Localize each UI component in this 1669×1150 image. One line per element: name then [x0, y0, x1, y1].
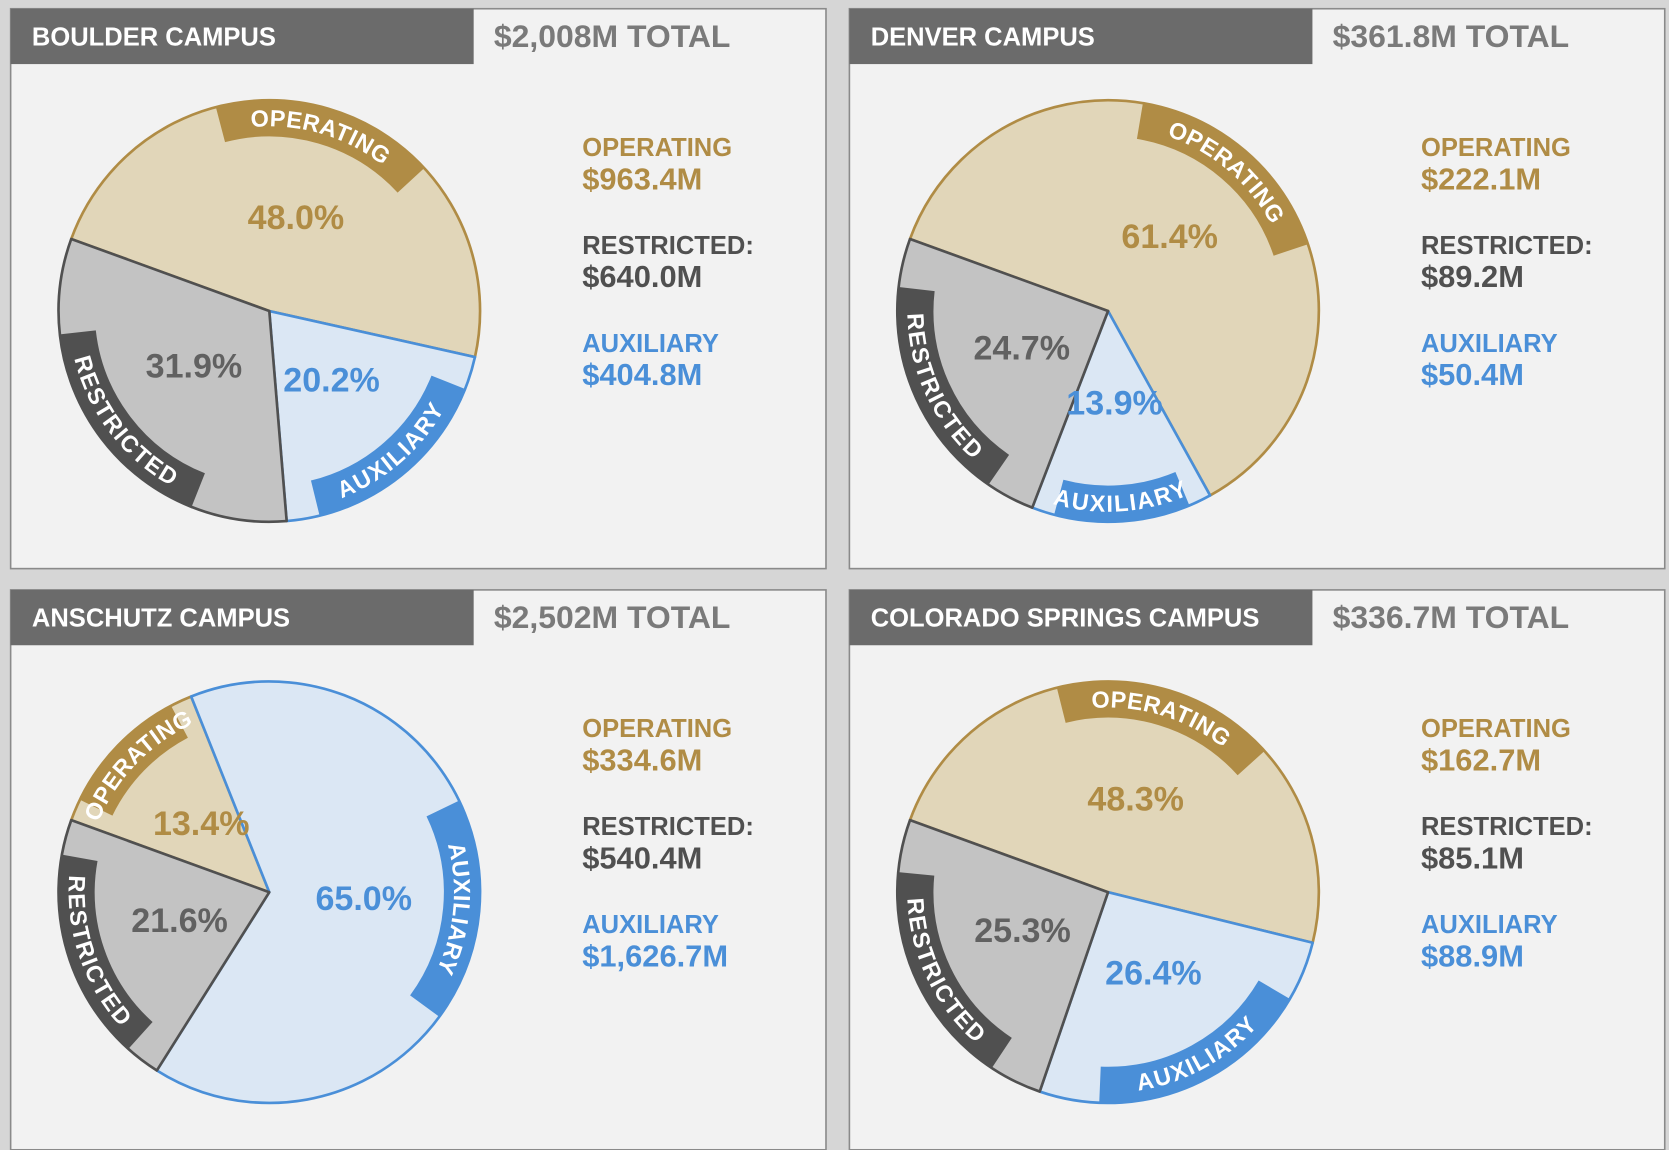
category-band [1056, 681, 1265, 776]
legend-label: AUXILIARY [582, 330, 719, 358]
category-band [59, 330, 206, 507]
percent-label: 21.6% [131, 902, 228, 940]
legend-label: RESTRICTED: [582, 813, 754, 841]
category-band [310, 375, 466, 516]
percent-label: 48.3% [1087, 780, 1184, 818]
percent-label: 13.4% [153, 805, 250, 843]
legend-label: OPERATING [582, 134, 732, 162]
percent-label: 13.9% [1066, 385, 1163, 423]
category-band [215, 100, 425, 193]
legend-label: AUXILIARY [582, 911, 719, 939]
legend-amount: $640.0M [582, 259, 702, 294]
legend-amount: $404.8M [582, 357, 702, 392]
header-bar [10, 589, 474, 646]
legend-label: AUXILIARY [1421, 330, 1558, 358]
campus-panel: COLORADO SPRINGS CAMPUS $336.7M TOTAL OPER… [848, 589, 1666, 1150]
legend-amount: $88.9M [1421, 938, 1524, 973]
legend-label: RESTRICTED: [1421, 232, 1593, 260]
percent-label: 65.0% [315, 880, 412, 918]
legend-amount: $162.7M [1421, 742, 1541, 777]
legend-amount: $222.1M [1421, 161, 1541, 196]
percent-label: 61.4% [1121, 218, 1218, 256]
category-band [58, 854, 153, 1049]
percent-label: 25.3% [974, 912, 1071, 950]
percent-label: 20.2% [283, 362, 380, 400]
legend-label: OPERATING [1421, 134, 1571, 162]
legend-amount: $334.6M [582, 742, 702, 777]
category-band [79, 705, 189, 816]
panel-title: DENVER CAMPUS [871, 23, 1095, 51]
pie-slice [155, 680, 482, 1105]
legend-amount: $540.4M [582, 840, 702, 875]
campus-panel: BOULDER CAMPUS $2,008M TOTAL OPERATING 48.0… [9, 7, 827, 570]
panel-title: BOULDER CAMPUS [32, 23, 276, 51]
campus-panel: ANSCHUTZ CAMPUS $2,502M TOTAL OPERATING 13.… [9, 589, 827, 1150]
percent-label: 48.0% [248, 199, 345, 237]
category-band [897, 872, 1013, 1069]
campus-panel: DENVER CAMPUS $361.8M TOTAL OPERATING 61.4%… [848, 7, 1666, 570]
header-bar [849, 589, 1313, 646]
category-band [1099, 980, 1290, 1103]
legend-label: OPERATING [582, 715, 732, 743]
legend-amount: $89.2M [1421, 259, 1524, 294]
panel-title: COLORADO SPRINGS CAMPUS [871, 604, 1260, 632]
legend-label: AUXILIARY [1421, 911, 1558, 939]
legend-amount: $1,626.7M [582, 938, 728, 973]
category-band [1136, 103, 1308, 256]
percent-label: 26.4% [1105, 954, 1202, 992]
percent-label: 24.7% [973, 329, 1070, 367]
category-band [897, 287, 1010, 485]
panel-title: ANSCHUTZ CAMPUS [32, 604, 290, 632]
legend-amount: $85.1M [1421, 840, 1524, 875]
category-band [1054, 471, 1190, 522]
legend-amount: $963.4M [582, 161, 702, 196]
pie-slice [908, 99, 1321, 497]
panel-total: $2,502M TOTAL [494, 599, 731, 635]
legend-amount: $50.4M [1421, 357, 1524, 392]
legend-label: RESTRICTED: [582, 232, 754, 260]
panel-total: $361.8M TOTAL [1333, 18, 1570, 54]
legend-label: OPERATING [1421, 715, 1571, 743]
legend-label: RESTRICTED: [1421, 813, 1593, 841]
percent-label: 31.9% [146, 348, 243, 386]
header-bar [849, 8, 1313, 65]
header-bar [10, 8, 474, 65]
category-band [409, 800, 481, 1017]
panel-total: $336.7M TOTAL [1333, 599, 1570, 635]
panel-total: $2,008M TOTAL [494, 18, 731, 54]
